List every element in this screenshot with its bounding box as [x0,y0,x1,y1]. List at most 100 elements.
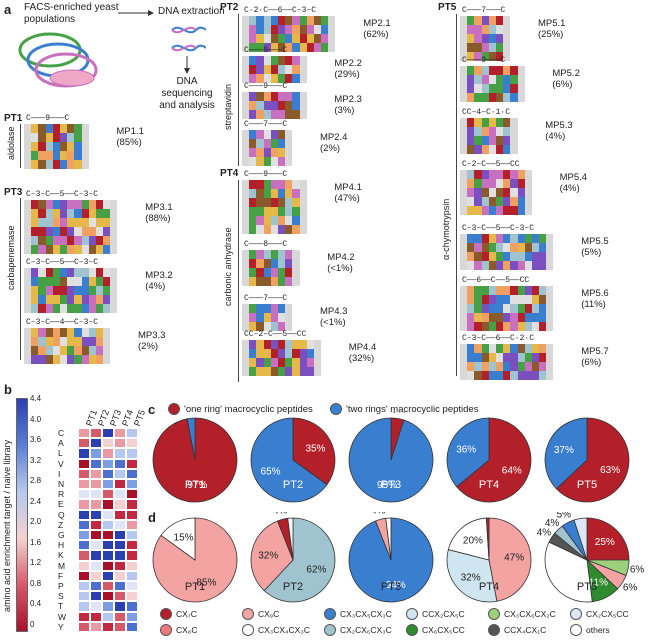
yeast-cells-icon [18,32,98,88]
heatmap-cell [114,458,126,469]
heatmap-cell [102,519,114,530]
heatmap-cell [90,489,102,500]
colorbar [16,398,28,632]
pie-slice-label: 85% [196,577,216,588]
pie-slice-label: 94% [386,580,406,591]
heatmap-cell [102,621,114,632]
heatmap-cell [78,448,90,459]
target-pt1-bracket [20,124,21,168]
heatmap-cell [78,458,90,469]
heatmap-row-C: C [58,428,65,438]
motif-percent: (4%) [545,131,566,142]
heatmap-cell [114,550,126,561]
heatmap-cell [114,519,126,530]
motif-pattern-mp57: C–3–C——6——C·2·C [462,334,535,343]
motif-label-mp23: MP2.3 (3%) [334,94,361,116]
motif-id: MP4.4 [348,342,377,353]
motif-id: MP2.1 [363,18,391,29]
heatmap-row-K: K [58,550,64,561]
pie-slice-PT5-0 [555,417,630,503]
motif-pattern-mp11: C———9———C [26,114,70,123]
motif-pattern-mp33: C–3–C——4——C–3–C [26,318,99,327]
motif-id: MP4.1 [334,182,362,193]
heatmap-cell [114,621,126,632]
pie-slice-PT1-1 [160,517,196,561]
sequence-logo-mp54 [460,170,554,215]
workflow-step-dna-extraction: DNA extraction [158,6,225,17]
motif-pattern-mp56: C——6——C——5——CC [462,276,530,285]
heatmap-cell [102,428,114,439]
motif-percent: (25%) [538,29,564,40]
colorbar-tick: 0.4 [30,599,42,608]
heatmap-cell [114,570,126,581]
heatmap-cell [102,581,114,592]
heatmap-cell [90,519,102,530]
pie-slice-PT1-1 [186,417,196,461]
heatmap-cell [114,489,126,500]
heatmap-row-G: G [58,530,65,540]
colorbar-tick: 2.4 [30,496,42,506]
heatmap-cell [90,458,102,469]
two-rings-swatch [330,403,342,415]
pie-slice-PT2-0 [292,417,336,486]
pie-slice-PT5-8 [573,517,588,561]
heatmap-cell [114,611,126,622]
motif-pattern-mp52: C———9———C [462,56,506,65]
pie-slice-label: 4% [545,518,560,529]
heatmap-cell [114,428,126,439]
pie-d-legend-item: CX₃CX₆CX₂C [488,608,556,620]
heatmap-cell [90,499,102,510]
heatmap-cell [102,479,114,490]
heatmap-row-V: V [58,458,64,469]
heatmap-cell [102,489,114,500]
motif-percent: (6%) [581,357,602,368]
pie-d-legend-item: CX₂CX₆CX₃C [324,624,392,636]
colorbar-tick: 1.2 [30,558,42,567]
sequence-logo-mp53 [460,118,540,154]
motif-percent: (2%) [138,341,159,352]
pie-slice-label: 20% [463,536,483,547]
pie-d-legend-item: CX₂CX₅CC [570,608,629,620]
heatmap-row-W: W [58,611,67,622]
sequence-logo-mp43 [242,304,314,331]
pie-d-legend-item: CX₇C [160,608,197,620]
heatmap-cell [102,591,114,602]
pie-slice-label: 32% [258,550,278,561]
motif-pattern-mp51: C———7———C [462,6,506,15]
legend-label: CX₈C [176,625,198,635]
heatmap-cell [90,621,102,632]
heatmap-cell [78,519,90,530]
panel-label-a: a [4,2,12,17]
target-pt3-bracket [20,198,21,360]
pie-slice-label: 6% [630,565,645,576]
pie-slice-label: 64% [502,466,522,477]
heatmap-cell [90,601,102,612]
heatmap-cell [78,499,90,510]
target-pt4-bracket [238,180,239,382]
pie-d-legend-item: CX₉C [242,608,279,620]
motif-percent: (3%) [334,105,355,116]
pie-slice-label: 2% [381,512,396,515]
pie-d-legend-item: CX₈C [160,624,197,636]
motif-label-mp43: MP4.3 (<1%) [320,306,347,328]
motif-id: MP2.4 [320,132,348,143]
motif-id: MP3.1 [145,202,173,213]
heatmap-cell [114,499,126,510]
heatmap-row-M: M [58,560,66,571]
legend-two-rings-label: 'two rings' macrocyclic peptides [346,403,479,415]
pie-d-legend-item: CX₃CX₅CX₃C [324,608,392,620]
motif-pattern-mp41: C———9———C [244,170,288,179]
target-pt2-bracket [238,14,239,166]
motif-percent: (11%) [581,299,606,310]
pie-slice-label: 35% [305,444,325,455]
motif-label-mp44: MP4.4 (32%) [349,342,376,364]
pie-slice-label: 62% [306,564,326,575]
heatmap-cell [78,570,90,581]
legend-label: others [586,625,610,635]
pie-slice-label: 6% [623,582,638,593]
heatmap-cell [90,438,102,449]
sequence-logo-mp44 [242,340,343,376]
heatmap-cell [78,428,90,439]
pie-d-legend-item: CCX₂CX₅C [406,608,465,620]
pie-slice-label: 97% [187,480,207,491]
